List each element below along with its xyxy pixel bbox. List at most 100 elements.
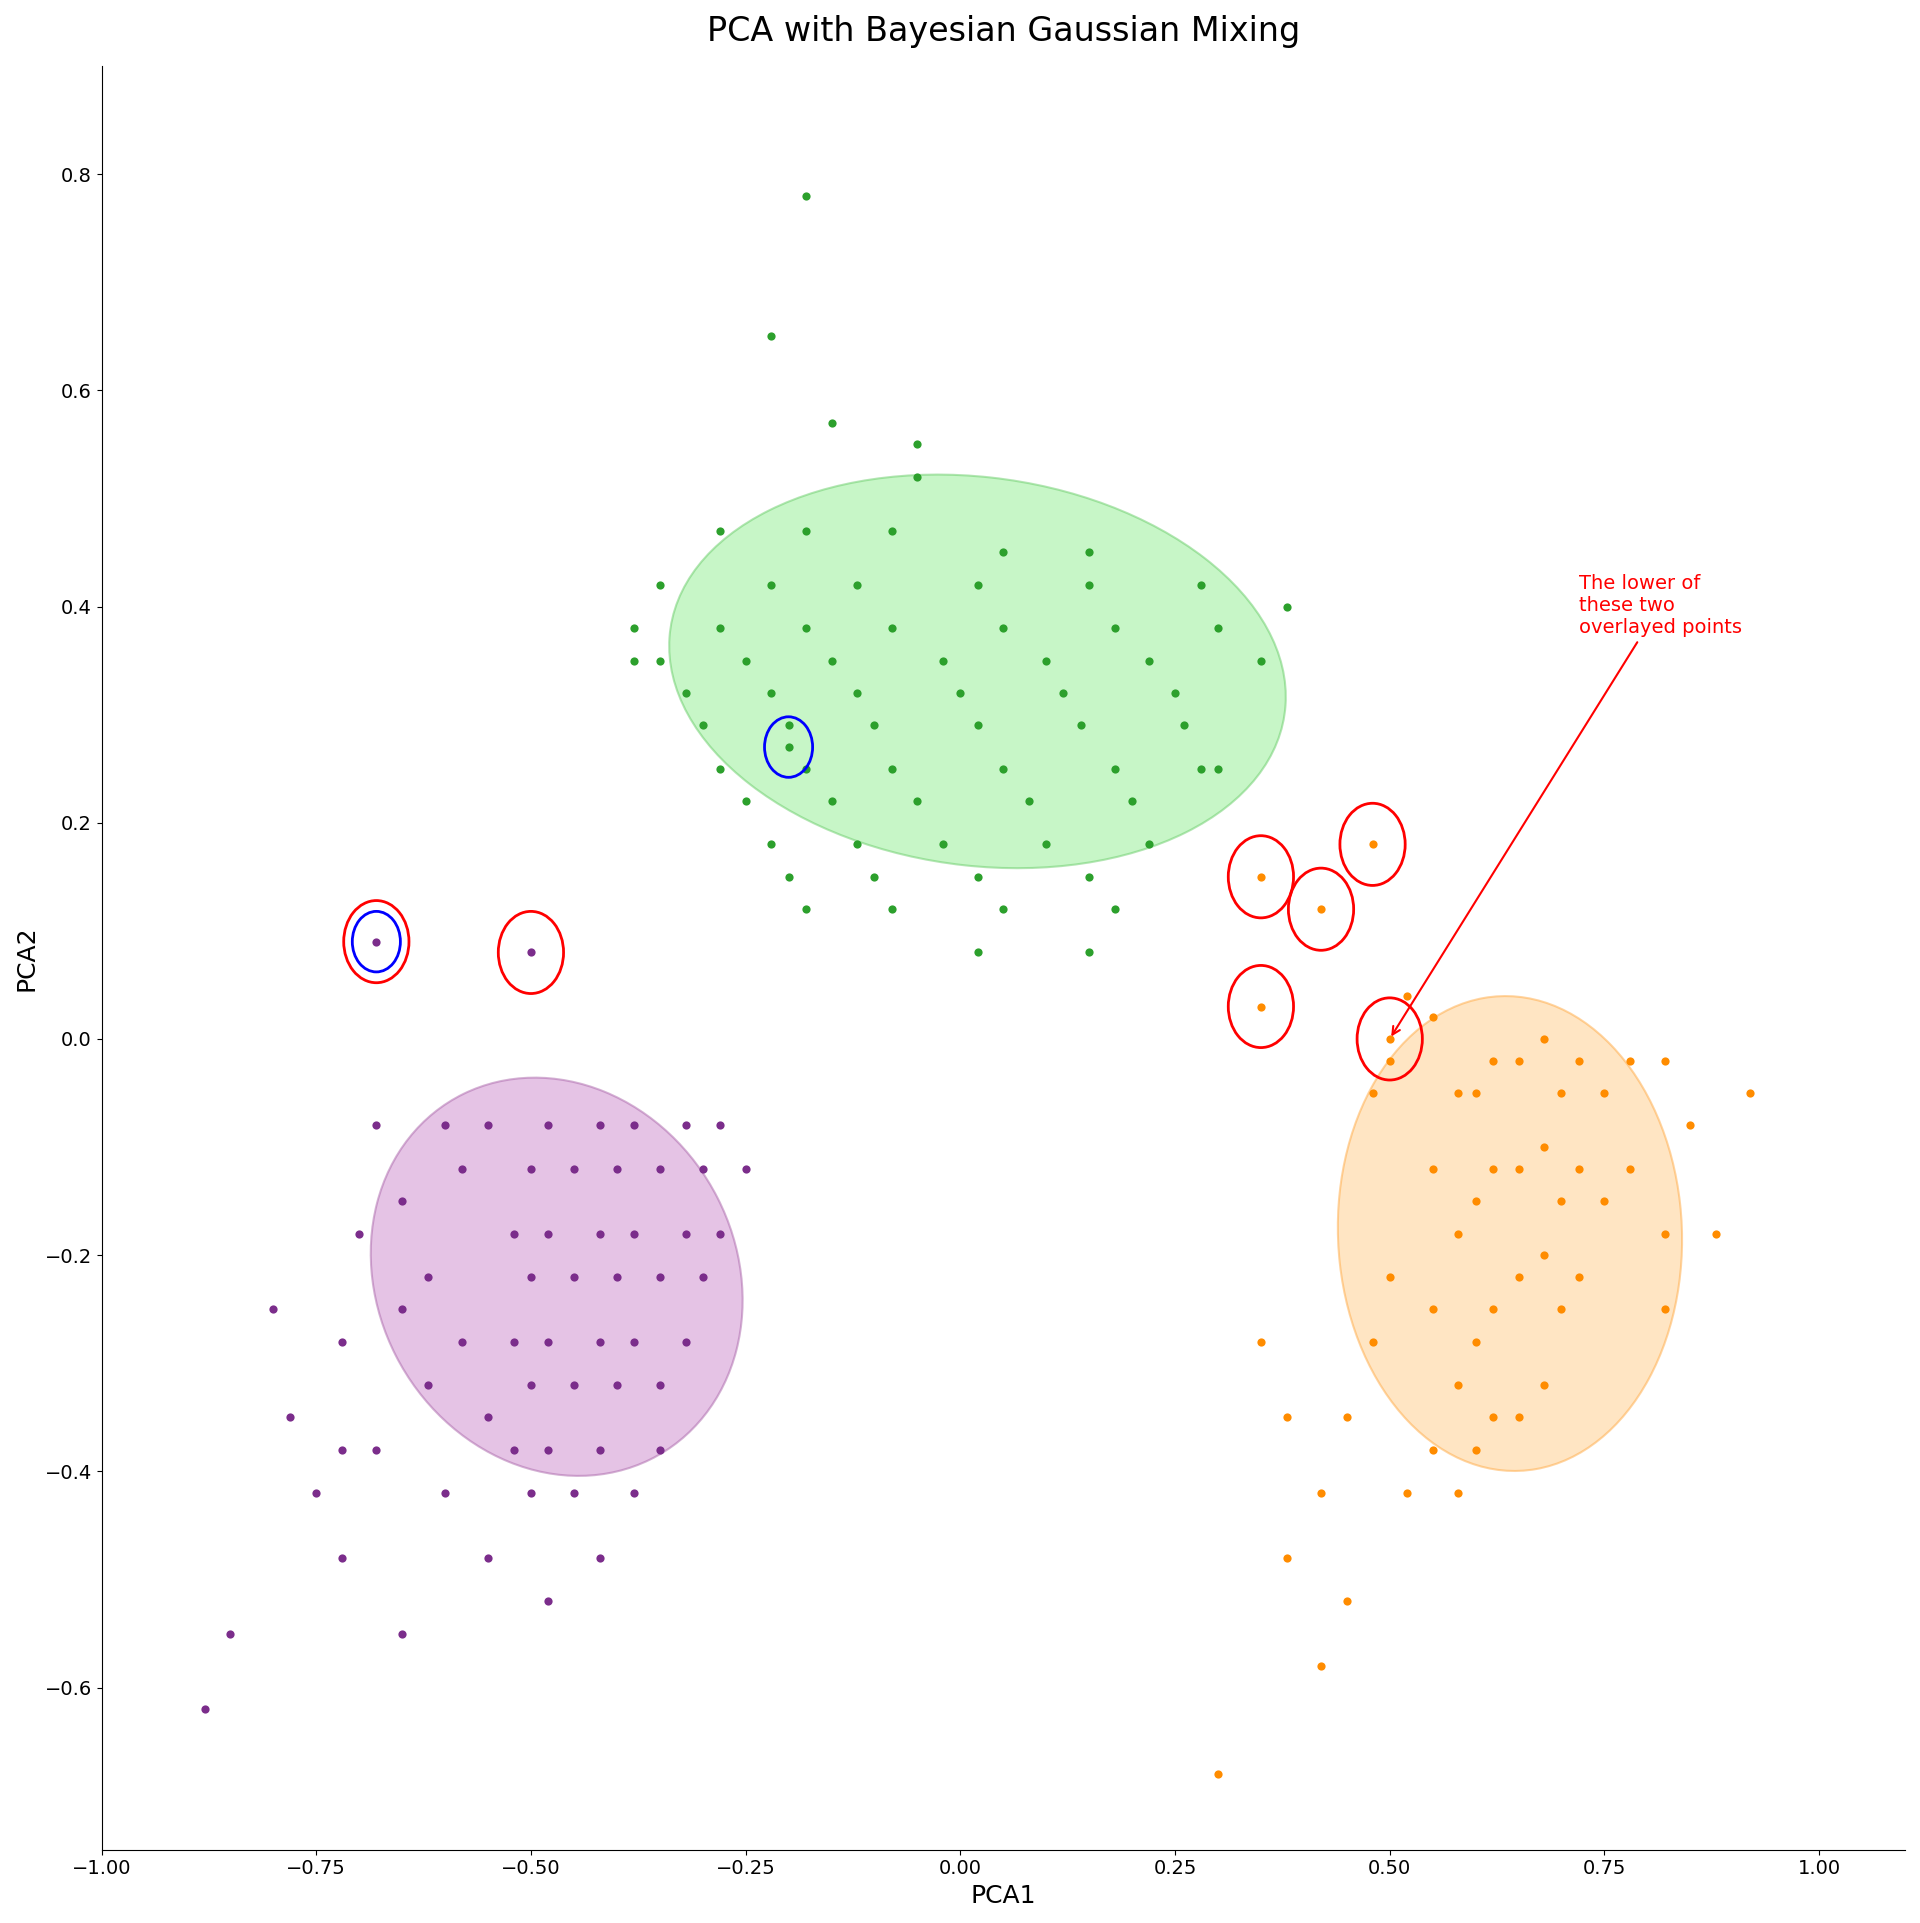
Point xyxy=(386,1617,417,1648)
Point xyxy=(774,862,804,892)
Point xyxy=(1649,1217,1680,1248)
Point xyxy=(601,1154,632,1185)
Point xyxy=(1461,1435,1492,1465)
Point xyxy=(989,613,1020,644)
Point xyxy=(326,1327,357,1358)
Point xyxy=(472,1110,503,1140)
Point xyxy=(601,1369,632,1400)
Point xyxy=(1202,1760,1233,1790)
Point xyxy=(1073,537,1104,567)
Point xyxy=(645,1369,676,1400)
Point xyxy=(902,787,933,817)
Point xyxy=(962,569,993,600)
Point xyxy=(1375,1046,1405,1077)
Point xyxy=(618,1110,649,1140)
Point xyxy=(645,1154,676,1185)
Y-axis label: PCA2: PCA2 xyxy=(15,925,38,990)
Point xyxy=(1331,1586,1361,1617)
Point xyxy=(618,1477,649,1508)
Point xyxy=(1476,1294,1507,1325)
Point xyxy=(301,1477,332,1508)
Point xyxy=(1392,981,1423,1011)
Point xyxy=(1357,1327,1388,1358)
Point xyxy=(584,1542,614,1573)
Point xyxy=(756,569,787,600)
Point xyxy=(559,1477,589,1508)
Point xyxy=(858,862,889,892)
Point xyxy=(945,677,975,708)
Point xyxy=(344,1217,374,1248)
Ellipse shape xyxy=(371,1077,743,1475)
Point xyxy=(559,1369,589,1400)
Point xyxy=(1417,1294,1448,1325)
Point xyxy=(584,1110,614,1140)
Point xyxy=(1048,677,1079,708)
Point xyxy=(1563,1046,1594,1077)
Point xyxy=(1160,677,1190,708)
Point xyxy=(1546,1294,1576,1325)
Point xyxy=(989,894,1020,925)
Point xyxy=(1563,1261,1594,1292)
Point xyxy=(1476,1046,1507,1077)
Point xyxy=(1444,1217,1475,1248)
Point xyxy=(1066,710,1096,740)
Point xyxy=(361,927,392,958)
Point xyxy=(472,1402,503,1433)
Point xyxy=(705,1110,735,1140)
Point xyxy=(472,1542,503,1573)
Point xyxy=(1546,1186,1576,1217)
Point xyxy=(499,1327,530,1358)
Point xyxy=(1476,1402,1507,1433)
Point xyxy=(730,787,760,817)
Point xyxy=(1306,1650,1336,1681)
Point xyxy=(559,1154,589,1185)
Point xyxy=(902,462,933,492)
Point xyxy=(1736,1077,1766,1108)
Point xyxy=(1167,710,1198,740)
Point xyxy=(1375,1261,1405,1292)
Point xyxy=(962,862,993,892)
Point xyxy=(705,515,735,546)
Point xyxy=(1546,1077,1576,1108)
Point xyxy=(618,646,649,677)
Point xyxy=(1444,1477,1475,1508)
Point xyxy=(876,894,906,925)
Point xyxy=(1476,1154,1507,1185)
Point xyxy=(1674,1110,1705,1140)
Point xyxy=(1392,1477,1423,1508)
Point xyxy=(1100,754,1131,785)
Point xyxy=(499,1435,530,1465)
Point xyxy=(774,710,804,740)
Point xyxy=(532,1435,563,1465)
Point xyxy=(386,1294,417,1325)
Point xyxy=(257,1294,288,1325)
Point xyxy=(1590,1077,1620,1108)
Point xyxy=(989,754,1020,785)
Point xyxy=(1417,1002,1448,1033)
Ellipse shape xyxy=(1338,996,1682,1471)
Point xyxy=(791,613,822,644)
Point xyxy=(1444,1369,1475,1400)
Point xyxy=(584,1327,614,1358)
Point xyxy=(774,731,804,762)
Point xyxy=(1246,990,1277,1021)
Point xyxy=(858,710,889,740)
Point xyxy=(1461,1077,1492,1108)
Point xyxy=(1503,1046,1534,1077)
Point xyxy=(876,754,906,785)
Point xyxy=(532,1217,563,1248)
Point xyxy=(1135,646,1165,677)
Point xyxy=(670,1327,701,1358)
Point xyxy=(962,710,993,740)
Point xyxy=(1271,590,1302,621)
Point xyxy=(1503,1402,1534,1433)
Point xyxy=(413,1261,444,1292)
Point xyxy=(670,677,701,708)
Point xyxy=(730,1154,760,1185)
Point xyxy=(1246,646,1277,677)
Point xyxy=(927,829,958,860)
Point xyxy=(1649,1294,1680,1325)
Point xyxy=(791,754,822,785)
Point xyxy=(670,1110,701,1140)
Point xyxy=(1375,1023,1405,1054)
